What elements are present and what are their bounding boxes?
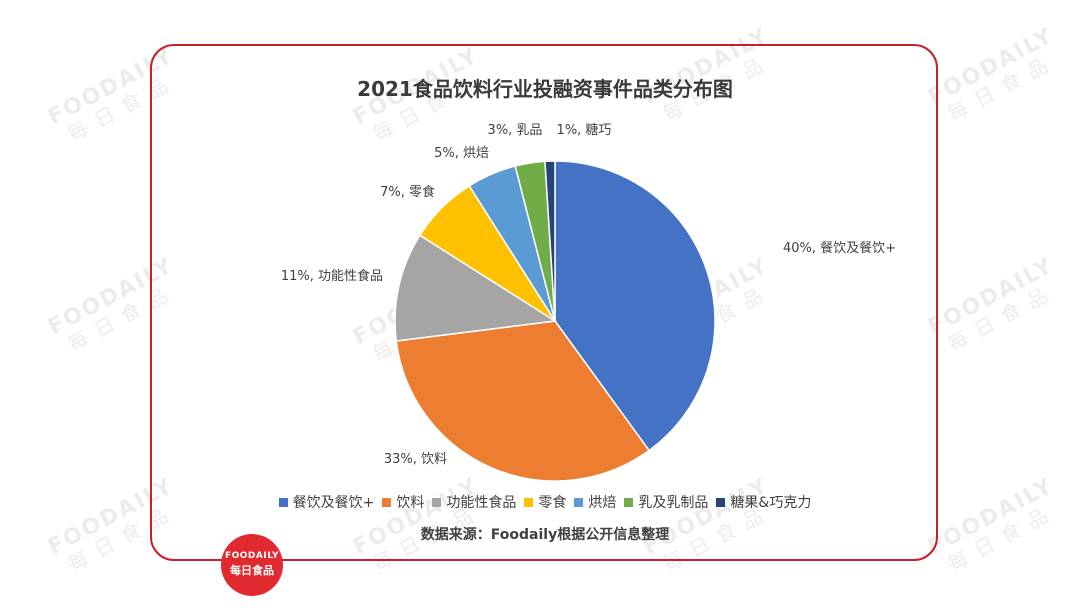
legend-label: 烘焙 — [588, 495, 617, 511]
chart-title: 2021食品饮料行业投融资事件品类分布图 — [357, 77, 733, 101]
slice-data-label: 33%, 饮料 — [384, 452, 447, 467]
legend-label: 糖果&巧克力 — [730, 495, 812, 511]
legend-item: 乳及乳制品 — [624, 492, 708, 512]
slice-data-label: 11%, 功能性食品 — [281, 268, 383, 284]
slice-data-label: 7%, 零食 — [380, 184, 435, 200]
legend-item: 零食 — [524, 492, 566, 512]
slice-data-label: 40%, 餐饮及餐饮+ — [783, 240, 896, 256]
legend-swatch — [432, 498, 442, 507]
legend-label: 功能性食品 — [446, 495, 517, 511]
legend-item: 功能性食品 — [432, 492, 516, 512]
legend-label: 乳及乳制品 — [638, 495, 709, 511]
source-note: 数据来源：Foodaily根据公开信息整理 — [420, 527, 670, 543]
legend-item: 烘焙 — [574, 492, 616, 512]
legend-swatch — [574, 498, 584, 507]
legend-swatch — [624, 498, 634, 507]
legend-item: 餐饮及餐饮+ — [278, 492, 375, 512]
legend-swatch — [716, 498, 726, 507]
pie-slice — [544, 160, 556, 322]
legend-swatch — [278, 498, 288, 507]
legend-label: 餐饮及餐饮+ — [292, 495, 375, 511]
legend-swatch — [524, 498, 534, 507]
chart-legend: 餐饮及餐饮+ 饮料 功能性食品 零食 烘焙 乳及乳制品 糖果&巧克力 — [150, 492, 940, 512]
logo-text-cn: 每日食品 — [230, 564, 274, 577]
slice-data-label: 1%, 糖巧 — [557, 122, 612, 138]
foodaily-logo: FOODAILY 每日食品 — [221, 534, 283, 596]
chart-card — [150, 44, 938, 561]
slice-data-label: 5%, 烘焙 — [434, 146, 489, 161]
legend-label: 零食 — [538, 495, 567, 511]
pie-slice — [554, 160, 716, 452]
legend-item: 糖果&巧克力 — [716, 492, 811, 512]
legend-label: 饮料 — [396, 495, 425, 511]
legend-item: 饮料 — [382, 492, 424, 512]
legend-swatch — [382, 498, 392, 507]
pie-slice — [394, 234, 558, 342]
slice-data-label: 3%, 乳品 — [488, 123, 543, 138]
pie-slice — [395, 320, 651, 482]
logo-text-en: FOODAILY — [224, 551, 280, 561]
